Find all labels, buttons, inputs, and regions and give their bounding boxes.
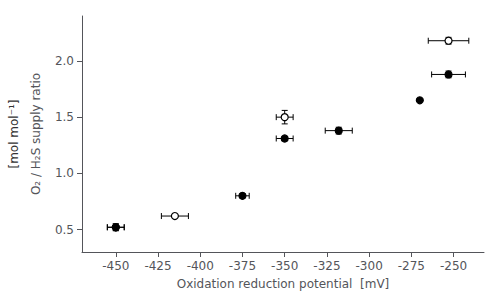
svg-text:-450: -450: [102, 259, 129, 273]
svg-text:-275: -275: [398, 259, 425, 273]
svg-text:-425: -425: [144, 259, 171, 273]
svg-text:-400: -400: [187, 259, 214, 273]
svg-text:Oxidation reduction potential: Oxidation reduction potential [mV]: [177, 277, 390, 291]
svg-text:-300: -300: [356, 259, 383, 273]
svg-text:-350: -350: [271, 259, 298, 273]
svg-text:2.0: 2.0: [55, 54, 74, 68]
svg-text:1.0: 1.0: [55, 166, 74, 180]
svg-text:1.5: 1.5: [55, 110, 74, 124]
svg-text:-325: -325: [313, 259, 340, 273]
svg-text:O₂ / H₂S supply ratio: O₂ / H₂S supply ratio: [29, 73, 43, 195]
svg-text:-375: -375: [229, 259, 256, 273]
svg-text:0.5: 0.5: [55, 223, 74, 237]
svg-text:-250: -250: [440, 259, 467, 273]
svg-text:[mol mol⁻¹]: [mol mol⁻¹]: [7, 99, 21, 168]
